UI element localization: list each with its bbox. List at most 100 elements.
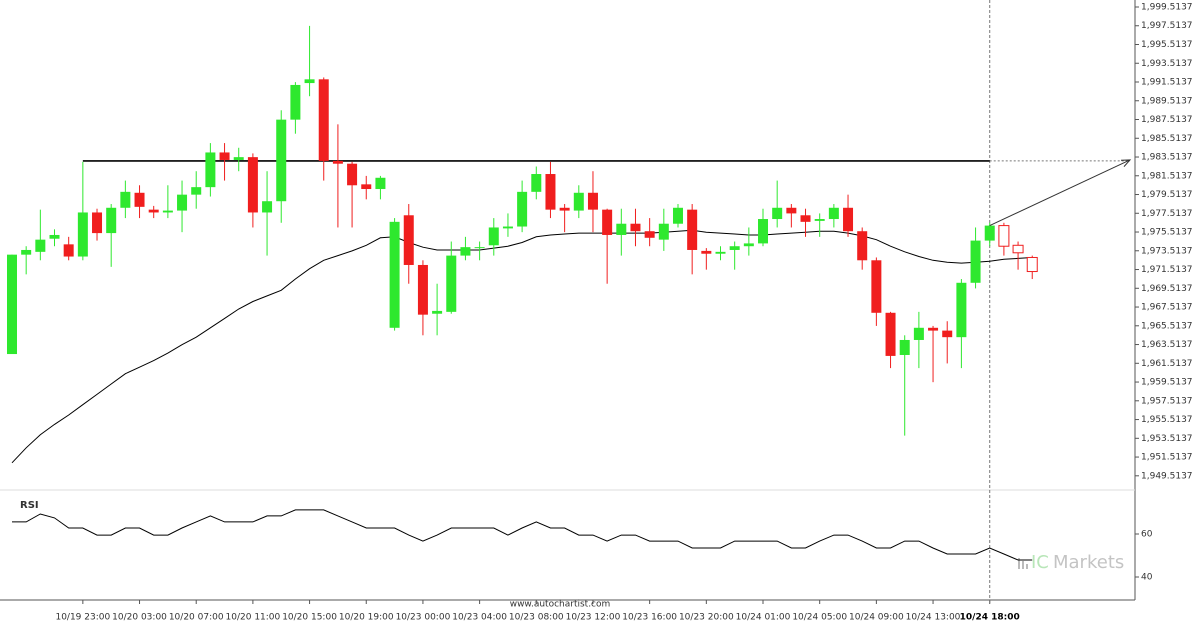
y-tick-label: 1,997.5137 — [1141, 21, 1193, 31]
candle-body — [871, 260, 882, 313]
logo-bar — [1022, 561, 1024, 569]
candle-body — [701, 250, 712, 254]
x-tick-label: 10/23 00:00 — [396, 613, 451, 623]
candle-body — [403, 215, 414, 265]
x-tick-label: 10/24 05:00 — [792, 613, 847, 623]
y-tick-label: 1,955.5137 — [1141, 415, 1193, 425]
candle-body — [800, 215, 811, 222]
candle-body — [1026, 256, 1038, 273]
x-tick-label: 10/23 08:00 — [509, 613, 564, 623]
candle-body — [1012, 244, 1024, 254]
candle-body — [715, 251, 726, 254]
y-tick-label: 1,953.5137 — [1141, 434, 1193, 444]
candle-body — [77, 212, 88, 257]
y-tick-label: 1,963.5137 — [1141, 340, 1193, 350]
candle-body — [488, 227, 499, 246]
y-tick-label: 1,991.5137 — [1141, 78, 1193, 88]
brand-logo: IC Markets — [1018, 552, 1124, 573]
y-tick-label: 1,967.5137 — [1141, 303, 1193, 313]
candle-body — [814, 219, 825, 221]
candle-body — [134, 192, 145, 207]
candle-body — [970, 240, 981, 283]
candle-body — [389, 221, 400, 328]
x-tick-label: 10/24 09:00 — [849, 613, 904, 623]
x-tick-label: 10/20 03:00 — [112, 613, 167, 623]
candle-body — [743, 243, 754, 247]
rsi-line — [12, 509, 1033, 561]
candle-body — [247, 157, 258, 213]
candle-body — [92, 212, 103, 234]
candle-body — [7, 254, 17, 355]
candle-body — [120, 191, 131, 208]
candle-body — [432, 310, 443, 314]
candle-body — [21, 249, 32, 255]
candle-body — [177, 194, 188, 211]
candle-body — [233, 157, 244, 160]
candle-body — [828, 207, 839, 220]
rsi-title: RSI — [20, 500, 39, 511]
source: www.autochartist.com — [510, 600, 611, 610]
candle-body — [361, 184, 372, 190]
candle-body — [304, 79, 315, 84]
candle-body — [262, 201, 273, 213]
candle-body — [913, 327, 924, 340]
candle-body — [375, 177, 386, 190]
candle-body — [630, 223, 641, 232]
candle-body — [290, 84, 301, 120]
candle-body — [772, 207, 783, 220]
y-tick-label: 1,975.5137 — [1141, 228, 1193, 238]
candle-body — [758, 219, 769, 244]
candle-body — [616, 223, 627, 235]
x-tick-label: 10/23 12:00 — [566, 613, 621, 623]
x-tick-label: 10/24 01:00 — [736, 613, 791, 623]
arrow-head — [1120, 159, 1132, 167]
y-tick-label: 1,977.5137 — [1141, 209, 1193, 219]
logo-bar — [1026, 564, 1028, 569]
y-tick-label: 1,973.5137 — [1141, 246, 1193, 256]
y-tick-label: 1,979.5137 — [1141, 190, 1193, 200]
candle-body — [276, 119, 287, 202]
candle-body — [460, 247, 471, 256]
rsi-tick-label: 40 — [1141, 573, 1153, 583]
y-tick-label: 1,985.5137 — [1141, 134, 1193, 144]
candle-body — [644, 231, 655, 238]
candle-body — [857, 231, 868, 261]
x-tick-label: 10/20 19:00 — [339, 613, 394, 623]
y-tick-label: 1,969.5137 — [1141, 284, 1193, 294]
candle-body — [446, 255, 457, 312]
candle-body — [318, 79, 329, 161]
y-tick-label: 1,959.5137 — [1141, 378, 1193, 388]
candle-body — [843, 207, 854, 232]
y-tick-label: 1,989.5137 — [1141, 96, 1193, 106]
projection-arrow — [989, 159, 1131, 227]
candle-body — [602, 209, 613, 235]
y-tick-label: 1,949.5137 — [1141, 471, 1193, 481]
x-tick-label: 10/23 20:00 — [679, 613, 734, 623]
candle-body — [474, 247, 485, 249]
y-tick-label: 1,999.5137 — [1141, 2, 1193, 12]
candle-body — [417, 264, 428, 315]
x-tick-label: 10/24 18:00 — [960, 613, 1020, 623]
brand-name: Markets — [1053, 552, 1124, 573]
rsi-tick-label: 60 — [1141, 529, 1153, 539]
candle-body — [587, 192, 598, 210]
candle-body — [191, 187, 202, 195]
x-tick-label: 10/20 07:00 — [169, 613, 224, 623]
candle-body — [658, 223, 669, 240]
candle-body — [162, 210, 173, 213]
candle-body — [35, 239, 46, 252]
candle-body — [559, 207, 570, 211]
y-tick-label: 1,993.5137 — [1141, 59, 1193, 69]
candle-body — [672, 207, 683, 224]
candle-body — [899, 339, 910, 355]
x-tick-label: 10/24 13:00 — [906, 613, 961, 623]
x-tick-label: 10/23 04:00 — [452, 613, 507, 623]
y-tick-label: 1,983.5137 — [1141, 153, 1193, 163]
candle-body — [998, 225, 1010, 247]
x-tick-label: 10/19 23:00 — [55, 613, 110, 623]
y-tick-label: 1,961.5137 — [1141, 359, 1193, 369]
candle-body — [106, 207, 117, 234]
candle-body — [885, 312, 896, 356]
